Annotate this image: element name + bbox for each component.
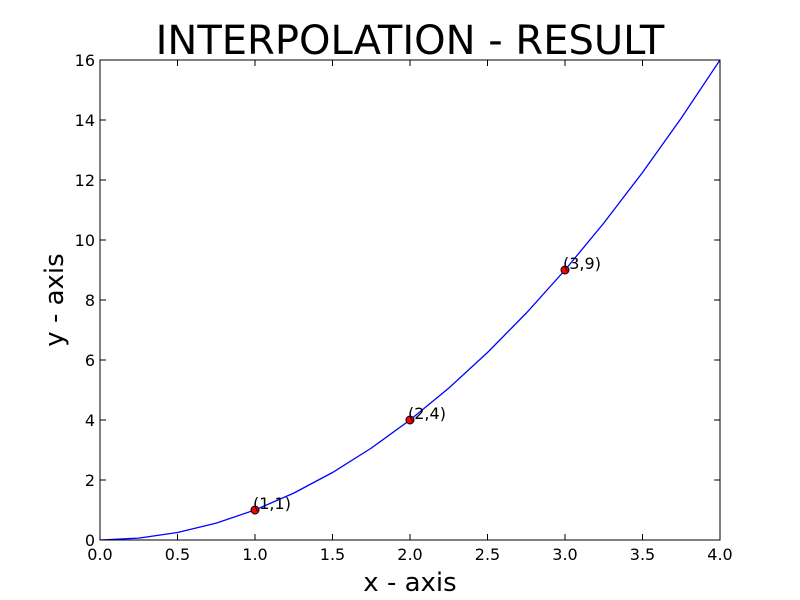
y-tick-label: 10 (75, 231, 95, 250)
x-axis-title: x - axis (363, 568, 456, 598)
x-tick-label: 3.5 (630, 545, 655, 564)
data-point-label: (2,4) (408, 404, 446, 423)
data-point (560, 265, 570, 275)
x-tick-label: 1.5 (320, 545, 345, 564)
x-tick-label: 4.0 (707, 545, 732, 564)
y-tick-label: 12 (75, 171, 95, 190)
y-axis-title: y - axis (40, 253, 70, 346)
plot-area: 0.0 0.5 1.0 1.5 2.0 2.5 3.0 3.5 4.0 0 2 4 6 8 10 12 14 16… (75, 51, 733, 564)
y-tick-label: 0 (85, 531, 95, 550)
x-tick-label: 2.5 (475, 545, 500, 564)
x-tick-label: 1.0 (242, 545, 267, 564)
plot-frame (99, 59, 721, 541)
y-tick-label: 4 (85, 411, 95, 430)
y-tick-label: 16 (75, 51, 95, 70)
data-point-label: (1,1) (253, 494, 291, 513)
y-tick-label: 8 (85, 291, 95, 310)
x-tick-label: 0.0 (87, 545, 112, 564)
data-point (250, 505, 260, 515)
chart-title: INTERPOLATION - RESULT (156, 18, 665, 64)
interpolation-curve (100, 60, 720, 540)
y-tick-label: 2 (85, 471, 95, 490)
x-tick-label: 0.5 (165, 545, 190, 564)
data-point (405, 415, 415, 425)
y-tick-label: 6 (85, 351, 95, 370)
x-tick-label: 3.0 (552, 545, 577, 564)
data-point-label: (3,9) (563, 254, 601, 273)
y-tick-label: 14 (75, 111, 95, 130)
x-tick-label: 2.0 (397, 545, 422, 564)
